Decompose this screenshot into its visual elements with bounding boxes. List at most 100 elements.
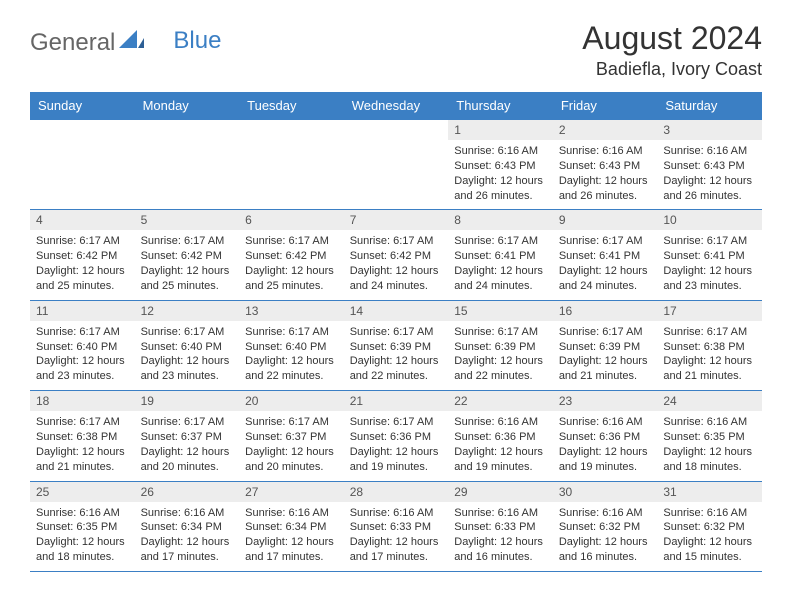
day-info: Sunrise: 6:17 AMSunset: 6:41 PMDaylight:… <box>657 230 762 299</box>
day-cell: 7Sunrise: 6:17 AMSunset: 6:42 PMDaylight… <box>344 210 449 300</box>
daylight-text: Daylight: 12 hours and 16 minutes. <box>454 535 547 565</box>
day-number: 2 <box>553 120 658 140</box>
sunrise-text: Sunrise: 6:17 AM <box>663 325 756 340</box>
day-header: Saturday <box>657 92 762 120</box>
day-info: Sunrise: 6:16 AMSunset: 6:34 PMDaylight:… <box>135 502 240 571</box>
sunset-text: Sunset: 6:37 PM <box>245 430 338 445</box>
sunset-text: Sunset: 6:41 PM <box>559 249 652 264</box>
day-number: 29 <box>448 482 553 502</box>
sunset-text: Sunset: 6:41 PM <box>663 249 756 264</box>
day-cell: 15Sunrise: 6:17 AMSunset: 6:39 PMDayligh… <box>448 300 553 390</box>
day-cell: 29Sunrise: 6:16 AMSunset: 6:33 PMDayligh… <box>448 481 553 571</box>
day-info: Sunrise: 6:16 AMSunset: 6:32 PMDaylight:… <box>553 502 658 571</box>
sunset-text: Sunset: 6:40 PM <box>141 340 234 355</box>
day-cell: 19Sunrise: 6:17 AMSunset: 6:37 PMDayligh… <box>135 391 240 481</box>
day-cell: 8Sunrise: 6:17 AMSunset: 6:41 PMDaylight… <box>448 210 553 300</box>
week-row: 18Sunrise: 6:17 AMSunset: 6:38 PMDayligh… <box>30 391 762 481</box>
sunrise-text: Sunrise: 6:17 AM <box>559 325 652 340</box>
day-info: Sunrise: 6:17 AMSunset: 6:39 PMDaylight:… <box>553 321 658 390</box>
day-info: Sunrise: 6:16 AMSunset: 6:33 PMDaylight:… <box>448 502 553 571</box>
location-subtitle: Badiefla, Ivory Coast <box>582 59 762 80</box>
day-number: 6 <box>239 210 344 230</box>
daylight-text: Daylight: 12 hours and 20 minutes. <box>141 445 234 475</box>
day-number: 12 <box>135 301 240 321</box>
day-cell: 10Sunrise: 6:17 AMSunset: 6:41 PMDayligh… <box>657 210 762 300</box>
day-number: 9 <box>553 210 658 230</box>
daylight-text: Daylight: 12 hours and 23 minutes. <box>36 354 129 384</box>
day-info: Sunrise: 6:17 AMSunset: 6:42 PMDaylight:… <box>135 230 240 299</box>
daylight-text: Daylight: 12 hours and 19 minutes. <box>350 445 443 475</box>
day-number: 22 <box>448 391 553 411</box>
day-info: Sunrise: 6:16 AMSunset: 6:35 PMDaylight:… <box>657 411 762 480</box>
day-number: 7 <box>344 210 449 230</box>
day-info: Sunrise: 6:17 AMSunset: 6:36 PMDaylight:… <box>344 411 449 480</box>
daylight-text: Daylight: 12 hours and 18 minutes. <box>36 535 129 565</box>
day-header: Wednesday <box>344 92 449 120</box>
day-number: 3 <box>657 120 762 140</box>
day-cell: 21Sunrise: 6:17 AMSunset: 6:36 PMDayligh… <box>344 391 449 481</box>
day-cell: 24Sunrise: 6:16 AMSunset: 6:35 PMDayligh… <box>657 391 762 481</box>
day-cell: 31Sunrise: 6:16 AMSunset: 6:32 PMDayligh… <box>657 481 762 571</box>
day-cell: 30Sunrise: 6:16 AMSunset: 6:32 PMDayligh… <box>553 481 658 571</box>
daylight-text: Daylight: 12 hours and 15 minutes. <box>663 535 756 565</box>
day-info: Sunrise: 6:17 AMSunset: 6:42 PMDaylight:… <box>30 230 135 299</box>
sunset-text: Sunset: 6:35 PM <box>36 520 129 535</box>
page-header: General Blue August 2024 Badiefla, Ivory… <box>30 20 762 80</box>
day-info: Sunrise: 6:16 AMSunset: 6:32 PMDaylight:… <box>657 502 762 571</box>
week-row: 4Sunrise: 6:17 AMSunset: 6:42 PMDaylight… <box>30 210 762 300</box>
day-number: 13 <box>239 301 344 321</box>
sunset-text: Sunset: 6:42 PM <box>141 249 234 264</box>
day-number: 8 <box>448 210 553 230</box>
sunrise-text: Sunrise: 6:16 AM <box>245 506 338 521</box>
daylight-text: Daylight: 12 hours and 25 minutes. <box>245 264 338 294</box>
sunset-text: Sunset: 6:38 PM <box>36 430 129 445</box>
sunrise-text: Sunrise: 6:17 AM <box>350 325 443 340</box>
sunset-text: Sunset: 6:39 PM <box>559 340 652 355</box>
sunset-text: Sunset: 6:41 PM <box>454 249 547 264</box>
day-info: Sunrise: 6:17 AMSunset: 6:37 PMDaylight:… <box>239 411 344 480</box>
day-number: 20 <box>239 391 344 411</box>
sunset-text: Sunset: 6:39 PM <box>350 340 443 355</box>
title-block: August 2024 Badiefla, Ivory Coast <box>582 20 762 80</box>
sunset-text: Sunset: 6:33 PM <box>350 520 443 535</box>
day-info: Sunrise: 6:17 AMSunset: 6:37 PMDaylight:… <box>135 411 240 480</box>
daylight-text: Daylight: 12 hours and 17 minutes. <box>141 535 234 565</box>
day-header-row: SundayMondayTuesdayWednesdayThursdayFrid… <box>30 92 762 120</box>
day-cell: 23Sunrise: 6:16 AMSunset: 6:36 PMDayligh… <box>553 391 658 481</box>
sunrise-text: Sunrise: 6:17 AM <box>141 415 234 430</box>
sunset-text: Sunset: 6:36 PM <box>454 430 547 445</box>
sunrise-text: Sunrise: 6:16 AM <box>663 415 756 430</box>
sunset-text: Sunset: 6:39 PM <box>454 340 547 355</box>
day-number: 21 <box>344 391 449 411</box>
sunset-text: Sunset: 6:43 PM <box>663 159 756 174</box>
sunrise-text: Sunrise: 6:17 AM <box>245 415 338 430</box>
day-cell: 12Sunrise: 6:17 AMSunset: 6:40 PMDayligh… <box>135 300 240 390</box>
day-info: Sunrise: 6:17 AMSunset: 6:41 PMDaylight:… <box>553 230 658 299</box>
day-info: Sunrise: 6:16 AMSunset: 6:36 PMDaylight:… <box>448 411 553 480</box>
sunrise-text: Sunrise: 6:17 AM <box>36 415 129 430</box>
day-number: 10 <box>657 210 762 230</box>
day-number: 25 <box>30 482 135 502</box>
sunset-text: Sunset: 6:36 PM <box>559 430 652 445</box>
sunset-text: Sunset: 6:37 PM <box>141 430 234 445</box>
day-number: 15 <box>448 301 553 321</box>
daylight-text: Daylight: 12 hours and 22 minutes. <box>245 354 338 384</box>
calendar-table: SundayMondayTuesdayWednesdayThursdayFrid… <box>30 92 762 572</box>
day-number: 28 <box>344 482 449 502</box>
day-number: 16 <box>553 301 658 321</box>
sunrise-text: Sunrise: 6:17 AM <box>36 234 129 249</box>
day-number: 26 <box>135 482 240 502</box>
sunset-text: Sunset: 6:34 PM <box>245 520 338 535</box>
sunset-text: Sunset: 6:40 PM <box>245 340 338 355</box>
sunrise-text: Sunrise: 6:17 AM <box>350 415 443 430</box>
sunrise-text: Sunrise: 6:17 AM <box>245 234 338 249</box>
sunset-text: Sunset: 6:36 PM <box>350 430 443 445</box>
day-cell <box>239 120 344 210</box>
month-title: August 2024 <box>582 20 762 57</box>
sunrise-text: Sunrise: 6:16 AM <box>559 506 652 521</box>
sunset-text: Sunset: 6:42 PM <box>350 249 443 264</box>
sunrise-text: Sunrise: 6:16 AM <box>559 144 652 159</box>
day-cell <box>344 120 449 210</box>
day-cell: 1Sunrise: 6:16 AMSunset: 6:43 PMDaylight… <box>448 120 553 210</box>
sunrise-text: Sunrise: 6:16 AM <box>141 506 234 521</box>
